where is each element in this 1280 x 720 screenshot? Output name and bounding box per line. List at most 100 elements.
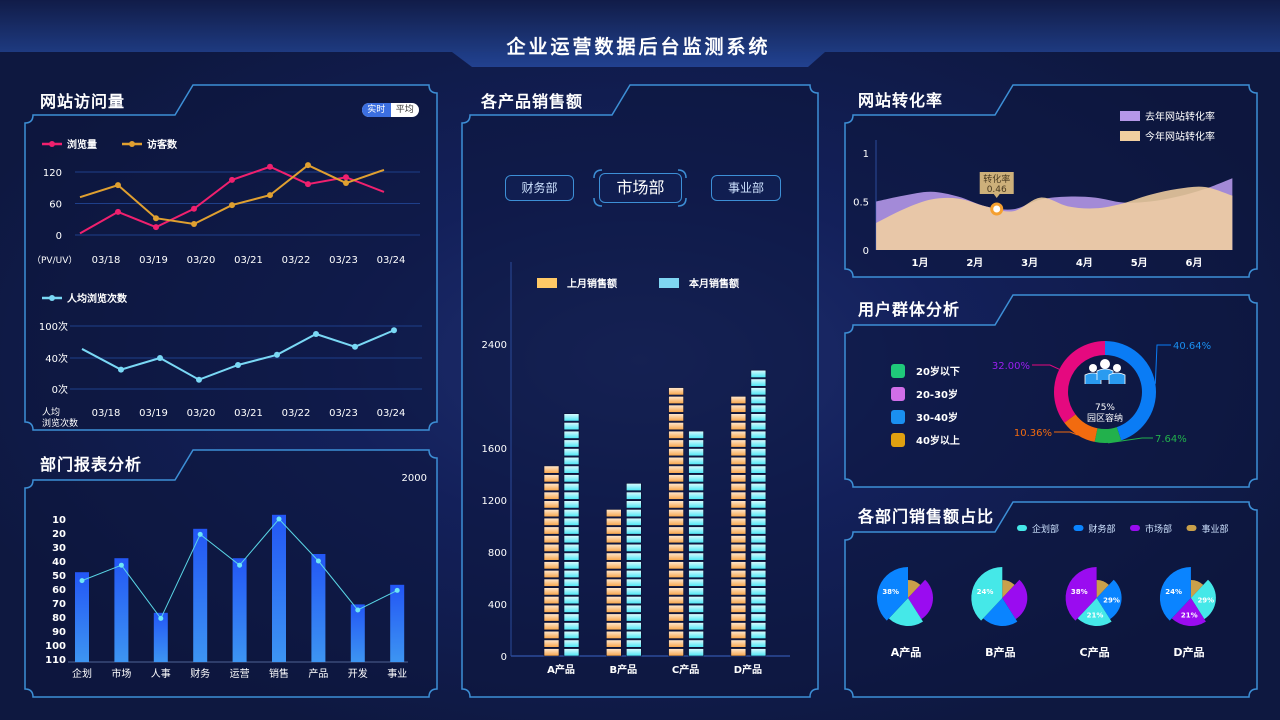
toggle-realtime[interactable]: 实时 <box>362 103 391 117</box>
bar-segment <box>750 543 767 552</box>
pie-title: C产品 <box>1080 645 1110 659</box>
bar-segment <box>605 648 622 657</box>
bar-segment <box>543 509 560 518</box>
bar-segment <box>730 543 747 552</box>
bar-segment <box>750 509 767 518</box>
bar-segment <box>750 578 767 587</box>
y-tick-label: 0 <box>863 246 869 257</box>
slice-label: 21% <box>1087 612 1104 620</box>
bar-segment <box>668 596 684 605</box>
bar-segment <box>543 622 560 631</box>
bar-segment <box>668 395 684 404</box>
legend-swatch <box>891 364 905 378</box>
trend-point <box>237 562 243 568</box>
bar-segment <box>750 422 767 431</box>
x-tick-label: 1月 <box>912 257 929 269</box>
data-point <box>229 202 235 209</box>
bar-segment <box>543 613 560 622</box>
y-tick-label: 120 <box>43 168 62 179</box>
bar-segment <box>625 543 642 552</box>
bar-stack <box>668 387 684 657</box>
bar-stack <box>605 509 622 657</box>
data-point <box>313 331 319 337</box>
x-tick-label: C产品 <box>672 663 699 676</box>
bar-segment <box>563 465 580 474</box>
bar-segment <box>543 482 560 491</box>
x-tick-label: 03/20 <box>187 408 216 419</box>
bar-segment <box>730 395 747 404</box>
toggle-average[interactable]: 平均 <box>395 105 414 115</box>
y-tick-label: 2400 <box>482 340 507 351</box>
bar-segment <box>730 587 747 596</box>
trend-point <box>355 607 361 613</box>
legend-pill <box>1073 525 1084 531</box>
legend-marker <box>49 141 55 147</box>
donut-slice <box>1064 414 1098 442</box>
bar-segment <box>563 639 580 648</box>
bar-segment <box>668 630 684 639</box>
bar-segment <box>668 482 684 491</box>
x-tick-label: 03/23 <box>329 255 358 266</box>
bar-segment <box>563 552 580 561</box>
trend-point <box>276 516 282 522</box>
dept-button-marketing[interactable]: 市场部 <box>599 173 682 203</box>
trend-point <box>315 558 321 564</box>
bar-segment <box>750 613 767 622</box>
bar-segment <box>563 648 580 657</box>
donut-slice <box>1054 341 1105 423</box>
bar-segment <box>688 517 704 526</box>
pie-slice <box>1096 579 1122 620</box>
bar-segment <box>730 648 747 657</box>
x-tick-label: 企划 <box>72 667 92 680</box>
trend-point <box>79 578 85 584</box>
active-bracket <box>593 169 603 179</box>
bar-segment <box>688 448 704 457</box>
tooltip-label: 转化率 <box>983 173 1010 185</box>
bar-segment <box>605 561 622 570</box>
bar-segment <box>543 596 560 605</box>
bar-segment <box>668 613 684 622</box>
bar-segment <box>668 535 684 544</box>
data-point <box>115 208 121 215</box>
y-tick-label: 80 <box>52 613 66 624</box>
bar-segment <box>688 604 704 613</box>
bar-segment <box>750 482 767 491</box>
bar-segment <box>668 517 684 526</box>
dept-button-finance[interactable]: 财务部 <box>505 175 574 201</box>
person-head <box>1113 364 1121 372</box>
bar-segment <box>750 561 767 570</box>
y-unit-label: （PV/UV） <box>32 255 77 266</box>
legend-pill <box>1186 525 1197 531</box>
bar-segment <box>563 413 580 422</box>
bar-segment <box>625 500 642 509</box>
bar-segment <box>688 622 704 631</box>
bar-segment <box>750 439 767 448</box>
slice-label: 24% <box>977 588 994 596</box>
bar-segment <box>563 509 580 518</box>
bar-segment <box>750 448 767 457</box>
y-tick-label: 60 <box>52 585 66 596</box>
bar <box>350 604 365 662</box>
dept-button-business[interactable]: 事业部 <box>711 175 781 201</box>
data-point <box>191 205 197 212</box>
bar-segment <box>543 474 560 483</box>
data-point <box>229 176 235 183</box>
bar-segment <box>688 578 704 587</box>
bar <box>272 514 286 662</box>
bar-segment <box>750 395 767 404</box>
person-head <box>1089 364 1097 372</box>
legend-label: 浏览量 <box>67 138 97 151</box>
bar-segment <box>625 613 642 622</box>
bar-segment <box>625 639 642 648</box>
bar-segment <box>625 569 642 578</box>
bar-segment <box>625 578 642 587</box>
bar-segment <box>668 648 684 657</box>
bar-segment <box>605 630 622 639</box>
visits-mode-toggle[interactable]: 实时 平均 <box>362 103 419 117</box>
bar-segment <box>730 578 747 587</box>
slice-label: 10.36% <box>1014 428 1052 439</box>
bar-segment <box>605 622 622 631</box>
bar-segment <box>730 491 747 500</box>
bar-segment <box>750 604 767 613</box>
bar-segment <box>668 430 684 439</box>
